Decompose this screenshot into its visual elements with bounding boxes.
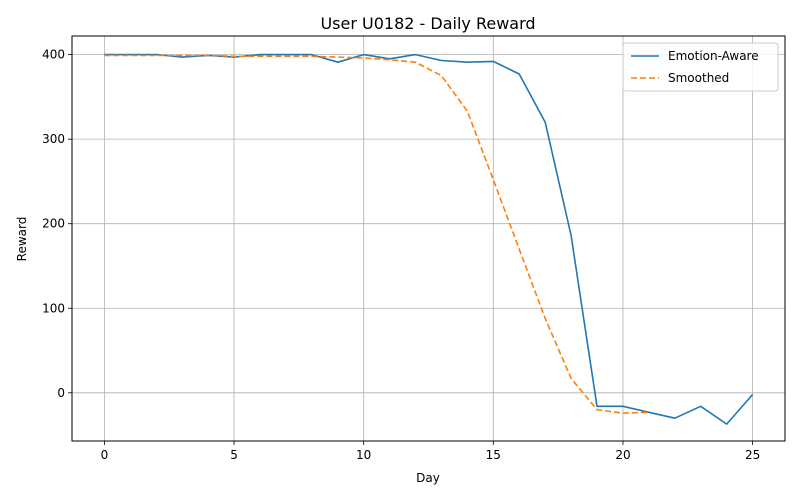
axis-ticks: 0 5 10 15 20 25 0 100 200 300 400 bbox=[42, 48, 760, 462]
y-tick-label: 100 bbox=[42, 301, 65, 315]
x-tick-label: 5 bbox=[230, 448, 238, 462]
y-tick-label: 0 bbox=[57, 386, 65, 400]
y-tick-label: 300 bbox=[42, 132, 65, 146]
plot-frame bbox=[71, 35, 786, 442]
legend: Emotion-Aware Smoothed bbox=[622, 42, 779, 92]
y-tick-label: 400 bbox=[42, 48, 65, 62]
x-axis-label: Day bbox=[416, 471, 440, 485]
series-layer bbox=[104, 53, 754, 425]
x-tick-label: 0 bbox=[101, 448, 109, 462]
y-tick-label: 200 bbox=[42, 217, 65, 231]
series-line-smoothed bbox=[104, 54, 649, 414]
legend-label: Emotion-Aware bbox=[668, 49, 759, 63]
x-tick-label: 25 bbox=[745, 448, 760, 462]
x-tick-label: 10 bbox=[356, 448, 371, 462]
y-axis-label: Reward bbox=[15, 217, 29, 262]
legend-box bbox=[622, 42, 779, 92]
legend-label: Smoothed bbox=[668, 71, 729, 85]
x-tick-label: 15 bbox=[486, 448, 501, 462]
x-tick-label: 20 bbox=[615, 448, 630, 462]
chart-title: User U0182 - Daily Reward bbox=[320, 14, 535, 33]
